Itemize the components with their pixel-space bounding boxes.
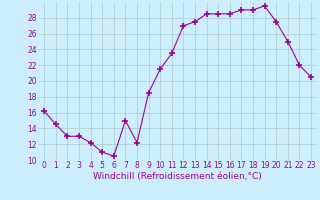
X-axis label: Windchill (Refroidissement éolien,°C): Windchill (Refroidissement éolien,°C) xyxy=(93,172,262,181)
